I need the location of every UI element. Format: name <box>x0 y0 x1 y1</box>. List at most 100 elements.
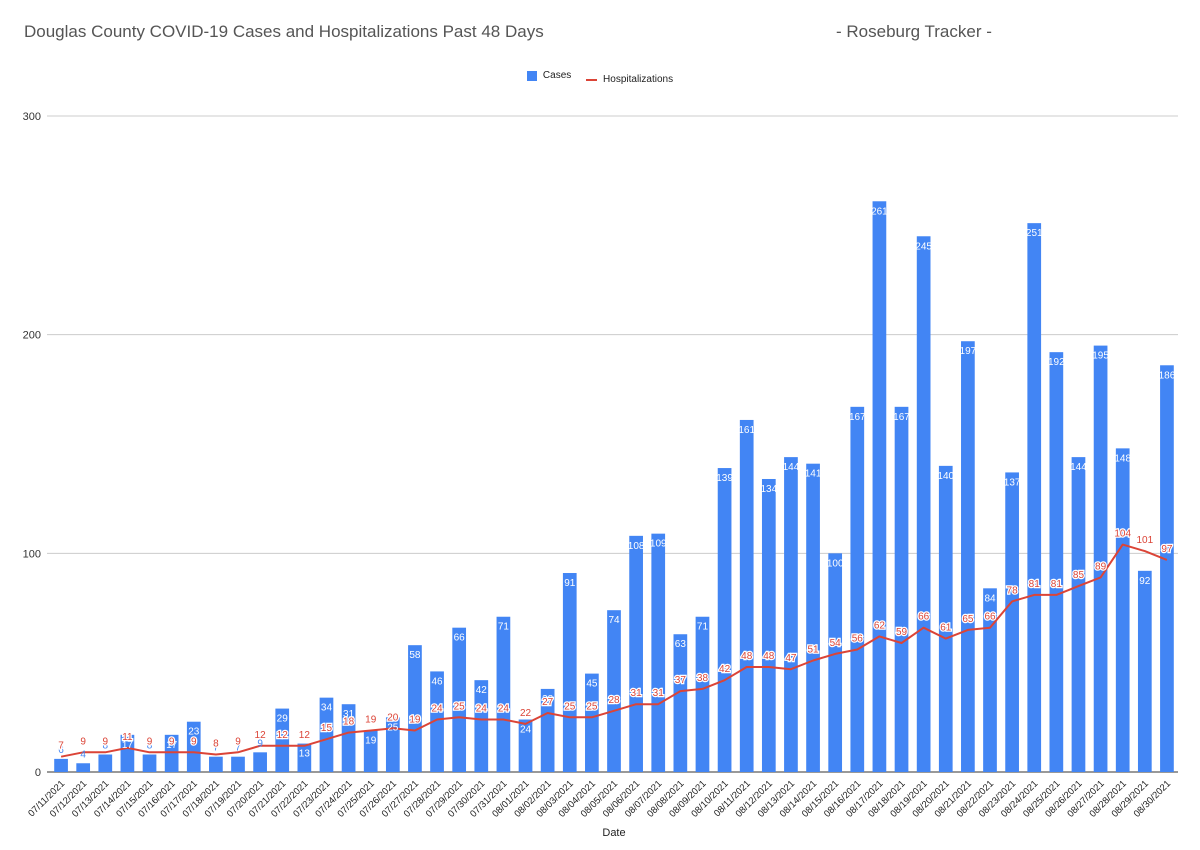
data-label-hospitalizations: 62 <box>874 620 886 631</box>
bar-cases <box>452 627 467 772</box>
legend-label-cases: Cases <box>542 70 572 81</box>
data-label-cases: 84 <box>984 593 996 604</box>
data-label-cases: 92 <box>1139 576 1151 587</box>
data-label-cases: 144 <box>1070 462 1087 473</box>
bar-cases <box>341 704 356 772</box>
bar-cases <box>385 717 400 772</box>
bar-cases <box>739 419 754 772</box>
bar-cases <box>717 468 732 772</box>
bar-cases <box>253 752 267 772</box>
bar-cases <box>1137 570 1152 772</box>
bar-cases <box>872 201 887 772</box>
data-label-cases: 6 <box>58 745 64 756</box>
data-label-cases: 148 <box>1114 453 1131 464</box>
data-label-hospitalizations: 8 <box>213 739 219 750</box>
bar-cases <box>1093 345 1108 772</box>
data-label-hospitalizations: 81 <box>1051 579 1063 590</box>
bar-cases <box>319 697 334 772</box>
bar-cases <box>850 406 865 772</box>
data-label-cases: 31 <box>343 709 355 720</box>
data-label-hospitalizations: 65 <box>962 614 974 625</box>
data-label-cases: 23 <box>188 727 200 738</box>
data-label-cases: 66 <box>454 633 466 644</box>
data-label-hospitalizations: 19 <box>365 714 377 725</box>
data-label-hospitalizations: 25 <box>564 701 576 712</box>
data-label-hospitalizations: 9 <box>80 736 86 747</box>
data-label-cases: 108 <box>628 541 645 552</box>
data-label-cases: 4 <box>80 749 86 760</box>
data-label-cases: 74 <box>608 615 620 626</box>
bar-cases <box>585 673 599 772</box>
data-label-cases: 141 <box>805 469 822 480</box>
data-label-hospitalizations: 25 <box>454 701 466 712</box>
data-label-hospitalizations: 59 <box>896 627 908 638</box>
data-label-hospitalizations: 89 <box>1095 561 1107 572</box>
data-label-hospitalizations: 81 <box>1029 579 1041 590</box>
y-tick-label: 0 <box>35 767 41 779</box>
y-tick-label: 300 <box>23 111 41 123</box>
data-label-cases: 63 <box>675 639 687 650</box>
bar-cases <box>1115 448 1130 772</box>
data-label-hospitalizations: 48 <box>763 651 775 662</box>
line-hospitalizations <box>60 543 1168 758</box>
data-label-cases: 58 <box>409 650 421 661</box>
bar-cases <box>275 708 290 772</box>
bar-cases <box>209 756 223 772</box>
bar-cases <box>496 616 511 772</box>
bar-cases <box>430 671 444 772</box>
data-label-hospitalizations: 78 <box>1007 585 1019 596</box>
data-label-cases: 13 <box>299 749 311 760</box>
data-label-cases: 137 <box>1004 477 1021 488</box>
legend-item-cases: Cases <box>526 70 572 81</box>
bar-cases <box>1160 365 1174 772</box>
data-label-hospitalizations: 51 <box>807 644 819 655</box>
data-label-cases: 42 <box>476 685 488 696</box>
data-label-hospitalizations: 7 <box>58 741 64 752</box>
data-label-hospitalizations: 37 <box>675 675 687 686</box>
bar-cases <box>142 754 157 772</box>
bar-cases <box>1005 472 1019 772</box>
data-label-cases: 38 <box>542 694 554 705</box>
data-label-hospitalizations: 48 <box>741 651 753 662</box>
data-label-cases: 29 <box>277 714 289 725</box>
data-label-hospitalizations: 47 <box>785 653 797 664</box>
data-label-cases: 19 <box>365 735 377 746</box>
data-label-cases: 192 <box>1048 357 1065 368</box>
data-label-hospitalizations: 56 <box>852 634 864 645</box>
bar-cases <box>297 743 312 772</box>
data-label-cases: 17 <box>166 740 178 751</box>
bar-cases <box>806 463 820 772</box>
data-label-cases: 139 <box>716 473 733 484</box>
data-label-hospitalizations: 9 <box>235 736 241 747</box>
bar-cases <box>673 634 688 772</box>
data-label-hospitalizations: 12 <box>277 730 289 741</box>
data-label-hospitalizations: 38 <box>697 673 709 684</box>
bar-cases <box>607 610 621 772</box>
data-label-cases: 7 <box>213 743 219 754</box>
data-label-cases: 9 <box>257 738 263 749</box>
data-label-cases: 45 <box>586 679 598 690</box>
data-label-hospitalizations: 61 <box>940 623 952 634</box>
chart-title: Douglas County COVID-19 Cases and Hospit… <box>24 22 544 41</box>
data-label-cases: 91 <box>564 578 576 589</box>
bar-cases <box>164 734 179 772</box>
data-label-hospitalizations: 12 <box>255 730 267 741</box>
data-label-hospitalizations: 31 <box>631 688 643 699</box>
data-label-cases: 109 <box>650 539 667 550</box>
bar-cases <box>1049 352 1064 772</box>
data-label-cases: 17 <box>122 740 134 751</box>
bar-cases <box>961 341 975 772</box>
data-label-hospitalizations: 19 <box>409 714 421 725</box>
data-label-cases: 34 <box>321 703 333 714</box>
data-label-hospitalizations: 25 <box>586 701 598 712</box>
data-label-hospitalizations: 20 <box>387 712 399 723</box>
data-label-hospitalizations: 85 <box>1073 570 1085 581</box>
data-label-cases: 161 <box>738 425 755 436</box>
data-label-hospitalizations: 42 <box>719 664 731 675</box>
data-label-cases: 144 <box>783 462 800 473</box>
legend-label-hospitalizations: Hospitalizations <box>603 74 674 85</box>
data-label-hospitalizations: 11 <box>122 732 133 743</box>
bar-cases <box>1071 457 1086 772</box>
data-label-cases: 134 <box>760 484 777 495</box>
